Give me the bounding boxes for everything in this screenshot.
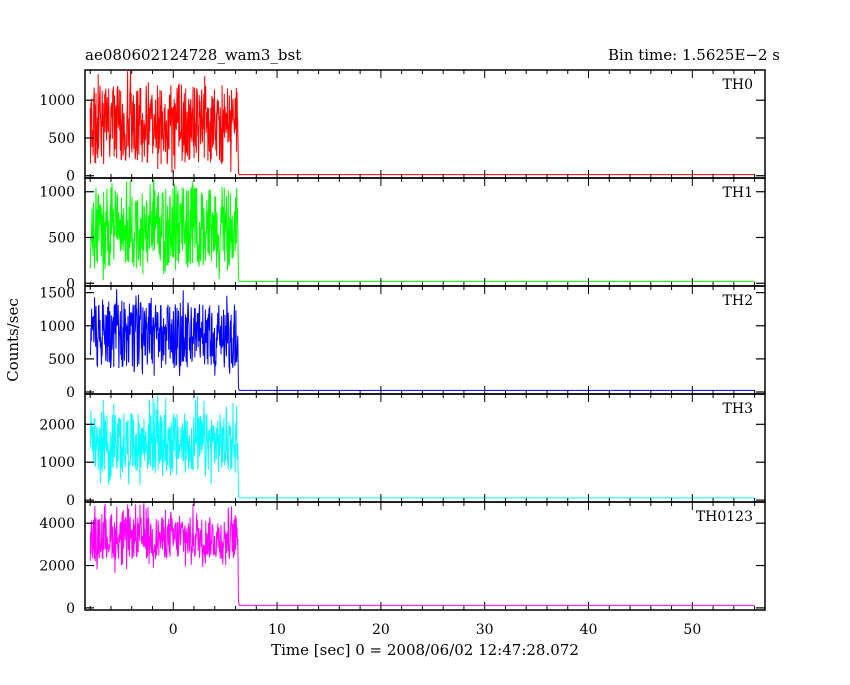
x-tick-label: 0 (169, 622, 178, 638)
y-tick-label: 1000 (39, 455, 75, 471)
y-axis-label: Counts/sec (4, 298, 22, 382)
x-tick-label: 30 (476, 622, 494, 638)
y-tick-label: 1500 (39, 286, 75, 302)
y-tick-label: 1000 (39, 93, 75, 109)
y-tick-label: 2000 (39, 417, 75, 433)
bin-time-label: Bin time: 1.5625E−2 s (608, 46, 780, 64)
chart-title: ae080602124728_wam3_bst (85, 46, 301, 64)
panel-th0123: 0 2000 4000 TH0123 (39, 501, 766, 617)
x-tick-label: 20 (372, 622, 390, 638)
series-line-th2 (89, 289, 755, 391)
y-tick-label: 0 (66, 385, 75, 401)
x-axis-label: Time [sec] 0 = 2008/06/02 12:47:28.072 (271, 641, 579, 659)
panel-frame (84, 501, 766, 611)
y-tick-label: 500 (48, 230, 75, 246)
panel-th2: 0 500 1000 1500 TH2 (39, 285, 766, 401)
y-tick-label: 0 (66, 601, 75, 617)
y-tick-label: 4000 (39, 516, 75, 532)
y-tick-label: 0 (66, 169, 75, 185)
panel-th1: 0 500 1000 TH1 (39, 177, 766, 292)
y-tick-label: 1000 (39, 185, 75, 201)
x-tick-label: 10 (268, 622, 286, 638)
panel-th3: 0 1000 2000 TH3 (39, 393, 766, 509)
panel-label: TH0123 (696, 509, 753, 525)
series-line-th0123 (89, 503, 755, 606)
series-line-th0 (89, 70, 755, 176)
panel-th0: 0 500 1000 TH0 (39, 69, 766, 185)
x-tick-label: 40 (580, 622, 598, 638)
series-line-th3 (89, 394, 755, 499)
y-tick-label: 500 (48, 352, 75, 368)
panel-label: TH3 (723, 401, 753, 417)
panel-label: TH1 (723, 185, 753, 201)
panel-frame (84, 393, 766, 503)
y-tick-label: 0 (66, 493, 75, 509)
panel-label: TH2 (723, 293, 753, 309)
y-tick-label: 2000 (39, 559, 75, 575)
y-tick-label: 1000 (39, 319, 75, 335)
y-tick-label: 0 (66, 276, 75, 292)
panel-label: TH0 (723, 77, 753, 93)
y-tick-label: 500 (48, 131, 75, 147)
x-axis-tick-labels: 0 10 20 30 40 50 (169, 622, 701, 638)
series-line-th1 (89, 178, 755, 282)
x-tick-label: 50 (683, 622, 701, 638)
